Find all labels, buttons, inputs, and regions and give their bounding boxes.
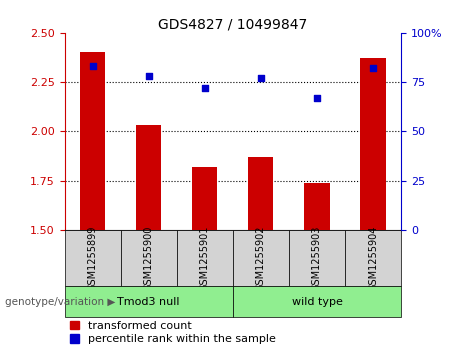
- Text: Tmod3 null: Tmod3 null: [118, 297, 180, 307]
- FancyBboxPatch shape: [345, 230, 401, 286]
- FancyBboxPatch shape: [121, 230, 177, 286]
- Text: genotype/variation ▶: genotype/variation ▶: [5, 297, 115, 307]
- Text: GSM1255900: GSM1255900: [144, 225, 154, 291]
- Text: GSM1255904: GSM1255904: [368, 225, 378, 291]
- FancyBboxPatch shape: [233, 286, 401, 317]
- FancyBboxPatch shape: [289, 230, 345, 286]
- Point: [313, 95, 321, 101]
- FancyBboxPatch shape: [65, 286, 233, 317]
- Point: [257, 75, 265, 81]
- Legend: transformed count, percentile rank within the sample: transformed count, percentile rank withi…: [70, 321, 276, 344]
- Bar: [192, 167, 218, 230]
- Text: GSM1255902: GSM1255902: [256, 225, 266, 291]
- Bar: [248, 157, 273, 230]
- Bar: [136, 125, 161, 230]
- Text: GSM1255901: GSM1255901: [200, 225, 210, 291]
- Bar: [361, 58, 386, 230]
- FancyBboxPatch shape: [65, 230, 121, 286]
- Point: [201, 85, 208, 91]
- Point: [89, 63, 96, 69]
- Text: wild type: wild type: [291, 297, 343, 307]
- Text: GSM1255899: GSM1255899: [88, 225, 98, 291]
- Point: [369, 65, 377, 71]
- Point: [145, 73, 152, 79]
- Bar: [80, 52, 105, 230]
- Title: GDS4827 / 10499847: GDS4827 / 10499847: [158, 17, 307, 32]
- FancyBboxPatch shape: [233, 230, 289, 286]
- FancyBboxPatch shape: [177, 230, 233, 286]
- Bar: [304, 183, 330, 230]
- Text: GSM1255903: GSM1255903: [312, 225, 322, 291]
